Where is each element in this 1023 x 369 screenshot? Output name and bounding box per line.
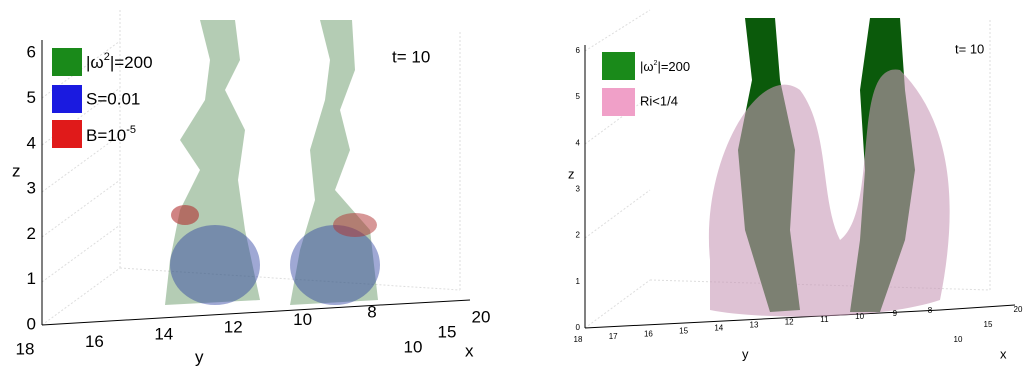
- z-tick-label: 4: [576, 138, 581, 147]
- z-tick-label: 5: [576, 92, 581, 101]
- z-tick-label: 1: [27, 269, 36, 288]
- isosurface: [171, 205, 199, 225]
- y-tick-label: 13: [750, 321, 759, 330]
- y-tick-label: 10: [855, 312, 864, 321]
- left-plot: |ω2|=200 S=0.01 B=10-5 t= 10 z y x: [12, 10, 474, 366]
- y-tick-label: 14: [714, 324, 723, 333]
- legend-swatch: [602, 88, 635, 116]
- right-plot: |ω2|=200 Ri<1/4 t= 10 z y x: [568, 9, 1016, 361]
- z-tick-label: 6: [27, 43, 36, 62]
- z-tick-label: 3: [576, 185, 581, 194]
- x-tick-label: 10: [954, 335, 963, 344]
- y-axis-label: y: [195, 347, 204, 366]
- x-tick-label: 20: [472, 307, 491, 326]
- annotation: t= 10: [392, 47, 430, 66]
- z-tick-label: 0: [27, 314, 36, 333]
- z-axis-label: z: [12, 161, 21, 180]
- y-tick-label: 9: [893, 309, 898, 318]
- y-tick-label: 18: [574, 335, 583, 344]
- x-tick-label: 10: [404, 337, 423, 356]
- legend-label: B=10-5: [86, 124, 136, 146]
- y-tick-label: 11: [820, 315, 829, 324]
- z-axis-label: z: [568, 166, 575, 181]
- y-tick-label: 18: [16, 339, 35, 358]
- legend-swatch: [52, 85, 82, 113]
- y-tick-label: 12: [785, 318, 794, 327]
- x-axis-label: x: [1000, 346, 1007, 361]
- legend-label: S=0.01: [86, 89, 140, 108]
- y-tick-label: 12: [224, 317, 243, 336]
- z-tick-label: 5: [27, 88, 36, 107]
- x-tick-label: 15: [984, 320, 993, 329]
- isosurface: [170, 225, 260, 305]
- z-tick-label: 2: [27, 224, 36, 243]
- legend-swatch: [52, 48, 82, 76]
- y-tick-label: 8: [928, 306, 933, 315]
- x-tick-label: 15: [438, 322, 457, 341]
- y-tick-label: 8: [367, 302, 376, 321]
- legend-swatch: [602, 52, 635, 80]
- z-tick-label: 3: [27, 179, 36, 198]
- y-tick-label: 16: [85, 332, 104, 351]
- axis: [379, 299, 471, 306]
- z-tick-label: 6: [576, 46, 581, 55]
- y-tick-label: 10: [293, 310, 312, 329]
- isosurface: [708, 69, 950, 317]
- y-tick-label: 16: [644, 329, 653, 338]
- x-tick-label: 20: [1014, 305, 1023, 314]
- legend-label: Ri<1/4: [640, 93, 678, 108]
- y-tick-label: 17: [609, 332, 618, 341]
- z-tick-label: 1: [576, 277, 581, 286]
- z-tick-label: 4: [27, 133, 36, 152]
- annotation: t= 10: [955, 41, 984, 56]
- isosurface: [290, 225, 380, 305]
- legend-label: |ω2|=200: [640, 59, 690, 74]
- y-tick-label: 15: [679, 326, 688, 335]
- x-axis-label: x: [465, 341, 474, 360]
- legend-label: |ω2|=200: [86, 51, 153, 73]
- axis: [41, 304, 381, 326]
- y-tick-label: 14: [154, 325, 173, 344]
- isosurface: [333, 213, 377, 237]
- axis: [584, 309, 941, 329]
- grid: [584, 9, 991, 329]
- y-axis-label: y: [742, 346, 749, 361]
- isosurface: [165, 20, 260, 305]
- legend-swatch: [52, 120, 82, 148]
- z-tick-label: 2: [576, 231, 581, 240]
- z-tick-label: 0: [576, 323, 581, 332]
- axis: [939, 304, 1016, 311]
